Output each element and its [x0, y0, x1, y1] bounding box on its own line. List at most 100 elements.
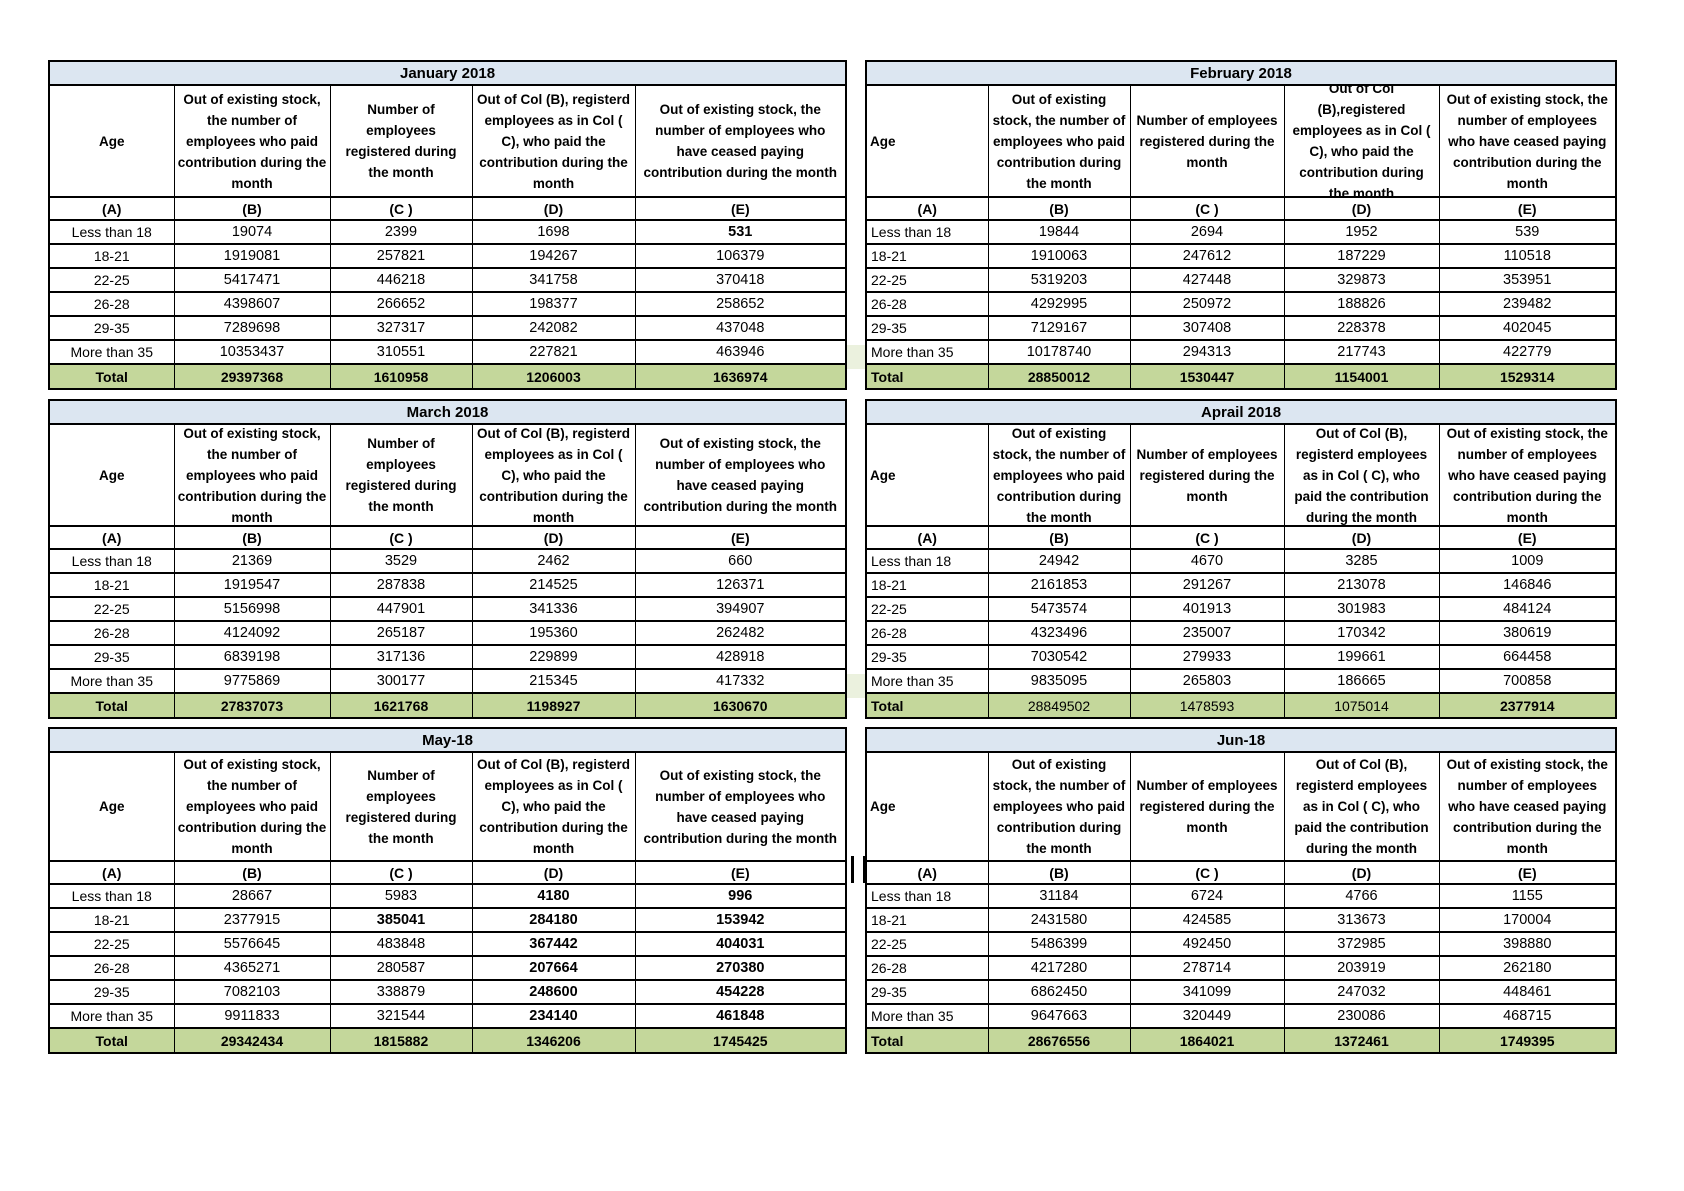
month-table-aprail-2018: Aprail 2018 Age Out of existing stock, the…: [865, 399, 1618, 719]
value-cell: 700858: [1438, 668, 1617, 694]
month-table-march-2018: March 2018 Age Out of existing stock, the …: [48, 399, 848, 719]
column-header-text: Out of existing stock, the number of emp…: [1446, 425, 1608, 525]
column-header-text: Number of employees registered during th…: [1136, 778, 1278, 835]
value-cell: 215345: [471, 668, 636, 694]
column-header-c: Number of employees registered during th…: [329, 423, 473, 527]
column-letter: (C ): [1129, 525, 1285, 550]
column-header-e: Out of existing stock, the number of emp…: [1438, 423, 1617, 527]
column-header-text: Out of Col (B), registerd employees as i…: [477, 425, 630, 525]
value-cell: 6839198: [173, 644, 331, 670]
table-row: More than 35 9775869 300177 215345 417332: [48, 668, 847, 694]
column-header-text: Out of existing stock, the number of emp…: [177, 757, 327, 856]
value-cell: 417332: [634, 668, 847, 694]
column-header-age: Age: [865, 84, 989, 198]
total-cell: 1529314: [1438, 363, 1617, 390]
total-cell: 1636974: [634, 363, 847, 390]
column-letter: (C ): [329, 860, 473, 885]
value-cell: 300177: [329, 668, 473, 694]
total-cell: 1864021: [1129, 1027, 1285, 1054]
column-header-e: Out of existing stock, the number of emp…: [1438, 84, 1617, 198]
value-cell: 5486399: [987, 931, 1131, 957]
value-cell: 199661: [1283, 644, 1440, 670]
value-cell: 5417471: [173, 267, 331, 293]
age-cell: 22-25: [48, 596, 175, 622]
total-cell: 29397368: [173, 363, 331, 390]
age-cell: 18-21: [48, 572, 175, 598]
age-cell: 18-21: [48, 243, 175, 269]
value-cell: 1952: [1283, 219, 1440, 245]
value-cell: 110518: [1438, 243, 1617, 269]
value-cell: 1009: [1438, 548, 1617, 574]
month-title: May-18: [48, 727, 847, 753]
column-letter: (B): [987, 525, 1131, 550]
column-letter: (E): [634, 860, 847, 885]
month-table-january-2018: January 2018 Age Out of existing stock, th…: [48, 60, 848, 390]
value-cell: 279933: [1129, 644, 1285, 670]
month-title: March 2018: [48, 399, 847, 425]
age-cell: 18-21: [865, 907, 989, 933]
month-table-jun-18: Jun-18 Age Out of existing stock, the numb…: [865, 727, 1618, 1054]
table-row: More than 35 10353437 310551 227821 463946: [48, 339, 847, 365]
value-cell: 2462: [471, 548, 636, 574]
total-cell: 2377914: [1438, 692, 1617, 719]
value-cell: 341758: [471, 267, 636, 293]
column-header-e: Out of existing stock, the number of emp…: [634, 423, 847, 527]
value-cell: 447901: [329, 596, 473, 622]
value-cell: 531: [634, 219, 847, 245]
value-cell: 153942: [634, 907, 847, 933]
age-cell: 26-28: [48, 620, 175, 646]
column-header-text: Out of Col (B), registerd employees as i…: [477, 91, 630, 191]
table-row: 22-25 5486399 492450 372985 398880: [865, 931, 1617, 957]
value-cell: 401913: [1129, 596, 1285, 622]
column-header-d: Out of Col (B), registerd employees as i…: [1283, 423, 1440, 527]
age-cell: 22-25: [48, 931, 175, 957]
total-cell: 1154001: [1283, 363, 1440, 390]
value-cell: 250972: [1129, 291, 1285, 317]
age-cell: Less than 18: [48, 219, 175, 245]
value-cell: 664458: [1438, 644, 1617, 670]
value-cell: 217743: [1283, 339, 1440, 365]
age-cell: More than 35: [865, 1003, 989, 1029]
value-cell: 207664: [471, 955, 636, 981]
total-cell: 1346206: [471, 1027, 636, 1054]
value-cell: 239482: [1438, 291, 1617, 317]
table-row: Less than 18 21369 3529 2462 660: [48, 548, 847, 574]
column-letter: (D): [1283, 525, 1440, 550]
value-cell: 2431580: [987, 907, 1131, 933]
total-label: Total: [865, 692, 989, 719]
value-cell: 262482: [634, 620, 847, 646]
table-row: 18-21 2161853 291267 213078 146846: [865, 572, 1617, 598]
value-cell: 227821: [471, 339, 636, 365]
age-cell: Less than 18: [865, 219, 989, 245]
value-cell: 367442: [471, 931, 636, 957]
value-cell: 266652: [329, 291, 473, 317]
value-cell: 327317: [329, 315, 473, 341]
table-row: 29-35 7129167 307408 228378 402045: [865, 315, 1617, 341]
column-header-e: Out of existing stock, the number of emp…: [634, 84, 847, 198]
value-cell: 6862450: [987, 979, 1131, 1005]
value-cell: 247612: [1129, 243, 1285, 269]
value-cell: 230086: [1283, 1003, 1440, 1029]
value-cell: 4217280: [987, 955, 1131, 981]
column-header-d: Out of Col (B), registerd employees as i…: [471, 423, 636, 527]
total-row: Total 29397368 1610958 1206003 1636974: [48, 363, 847, 390]
table-row: 22-25 5576645 483848 367442 404031: [48, 931, 847, 957]
total-cell: 28676556: [987, 1027, 1131, 1054]
value-cell: 398880: [1438, 931, 1617, 957]
column-header-b: Out of existing stock, the number of emp…: [173, 84, 331, 198]
value-cell: 170342: [1283, 620, 1440, 646]
age-cell: 29-35: [48, 644, 175, 670]
column-header-e: Out of existing stock, the number of emp…: [634, 751, 847, 862]
value-cell: 28667: [173, 883, 331, 909]
value-cell: 214525: [471, 572, 636, 598]
table-row: 18-21 1919081 257821 194267 106379: [48, 243, 847, 269]
value-cell: 3285: [1283, 548, 1440, 574]
value-cell: 380619: [1438, 620, 1617, 646]
table-row: 26-28 4398607 266652 198377 258652: [48, 291, 847, 317]
value-cell: 187229: [1283, 243, 1440, 269]
column-header-c: Number of employees registered during th…: [1129, 423, 1285, 527]
total-cell: 1075014: [1283, 692, 1440, 719]
value-cell: 424585: [1129, 907, 1285, 933]
column-letter: (A): [48, 860, 175, 885]
